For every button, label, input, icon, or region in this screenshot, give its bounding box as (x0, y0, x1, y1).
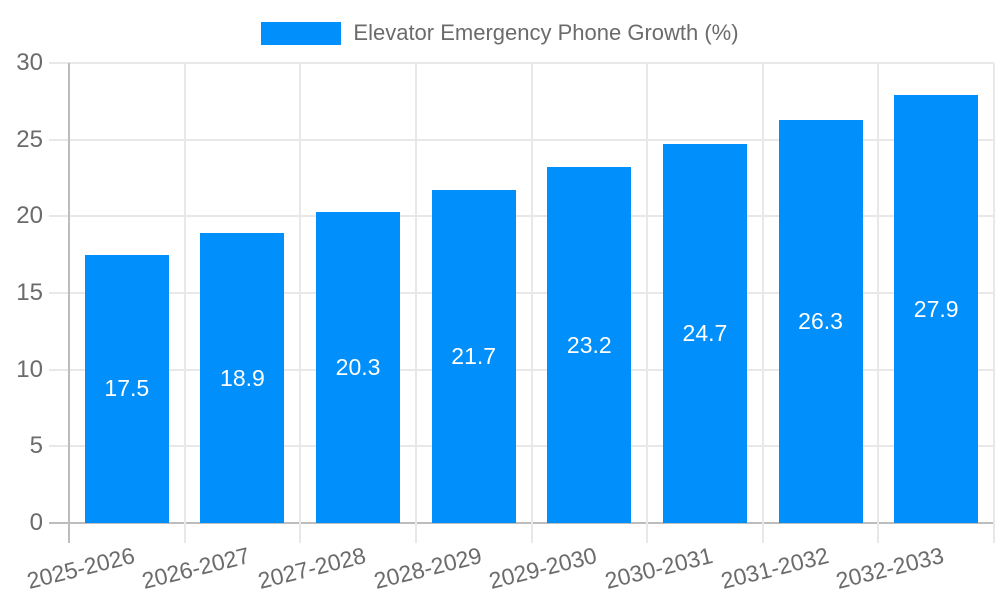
x-axis-tick-label: 2031-2032 (717, 542, 831, 594)
y-axis-tick-label: 5 (29, 432, 43, 460)
bar[interactable]: 20.3 (316, 211, 401, 523)
bar[interactable]: 23.2 (547, 167, 632, 523)
y-gridline (49, 522, 994, 524)
bar-value-label: 26.3 (798, 307, 843, 334)
y-gridline (49, 292, 994, 294)
x-gridline (299, 63, 302, 543)
legend: Elevator Emergency Phone Growth (%) (0, 20, 1000, 46)
y-axis-tick-label: 15 (16, 279, 43, 306)
x-axis-tick-label: 2027-2028 (255, 542, 369, 594)
bar[interactable]: 24.7 (662, 144, 747, 523)
bar-value-label: 21.7 (451, 343, 497, 370)
y-gridline (49, 215, 994, 218)
bar[interactable]: 26.3 (778, 119, 863, 523)
y-gridline (49, 138, 994, 141)
legend-item[interactable]: Elevator Emergency Phone Growth (%) (261, 20, 739, 46)
x-gridline (993, 63, 995, 543)
bar[interactable]: 18.9 (200, 233, 285, 523)
y-gridline (49, 445, 994, 448)
legend-label: Elevator Emergency Phone Growth (%) (353, 20, 739, 45)
bar-value-label: 23.2 (566, 331, 612, 358)
bar[interactable]: 21.7 (431, 190, 516, 523)
y-axis-tick-label: 30 (16, 49, 43, 76)
legend-swatch (261, 21, 342, 45)
x-gridline (646, 63, 649, 543)
y-axis-tick-label: 25 (16, 125, 43, 153)
x-axis-tick-label: 2029-2030 (486, 542, 600, 594)
x-gridline (761, 63, 764, 543)
y-axis-tick-label: 0 (29, 509, 43, 536)
x-axis-tick-label: 2025-2026 (24, 542, 138, 594)
bar-value-label: 18.9 (220, 364, 265, 391)
x-axis-tick-label: 2028-2029 (370, 542, 484, 594)
x-gridline (68, 63, 70, 543)
bar-value-label: 24.7 (682, 320, 728, 347)
bar-value-label: 20.3 (335, 353, 381, 380)
x-axis-tick-label: 2032-2033 (833, 542, 947, 594)
x-gridline (183, 63, 186, 543)
y-axis-tick-label: 10 (16, 355, 43, 383)
y-gridline (49, 368, 994, 371)
x-axis-tick-label: 2026-2027 (139, 542, 253, 594)
x-gridline (530, 63, 533, 543)
y-axis-tick-label: 20 (16, 202, 43, 230)
x-axis-tick-label: 2030-2031 (602, 542, 716, 594)
bar[interactable]: 27.9 (894, 95, 979, 523)
y-gridline (49, 62, 994, 64)
x-gridline (414, 63, 417, 543)
x-gridline (877, 63, 880, 543)
bar-value-label: 17.5 (104, 375, 150, 402)
bar[interactable]: 17.5 (84, 254, 169, 523)
bar-value-label: 27.9 (913, 295, 959, 322)
